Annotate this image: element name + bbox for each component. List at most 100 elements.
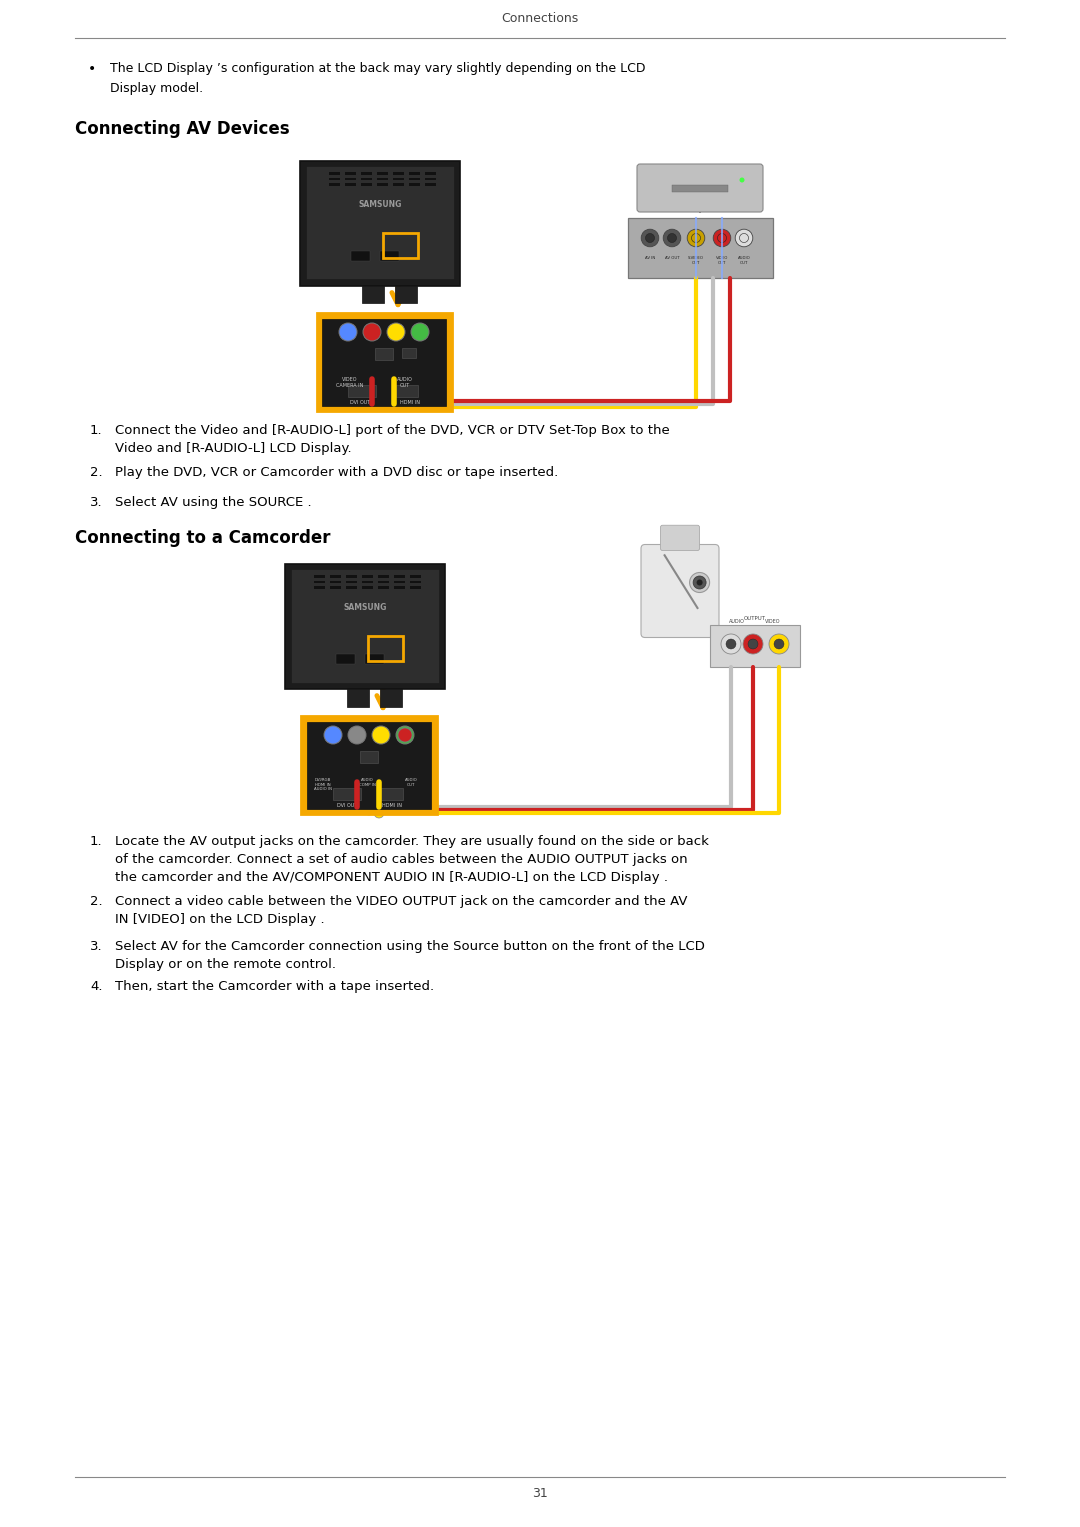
Circle shape [693,576,706,589]
Text: AUDIO
OUT: AUDIO OUT [405,777,417,786]
FancyBboxPatch shape [285,563,445,689]
Bar [402,348,416,357]
Bar [328,173,340,174]
Text: 1.: 1. [90,835,103,847]
Text: 1.: 1. [90,425,103,437]
Text: AV OUT: AV OUT [664,257,679,260]
Bar [409,173,420,174]
Bar [361,177,372,180]
Bar [394,586,405,588]
Circle shape [646,234,654,243]
Text: DVI OUT: DVI OUT [350,400,370,405]
Bar [396,385,418,397]
Circle shape [740,177,744,183]
Text: HDMI IN: HDMI IN [382,803,402,808]
Circle shape [721,634,741,654]
Bar [378,586,389,588]
Bar [394,580,405,583]
Bar [393,173,404,174]
Circle shape [663,229,680,247]
Text: 31: 31 [532,1487,548,1500]
Text: •: • [87,63,96,76]
Circle shape [740,234,748,243]
Bar [360,751,378,764]
Circle shape [324,725,342,744]
Text: 4.: 4. [90,980,103,993]
Bar [346,586,357,588]
Bar [346,576,357,577]
Circle shape [396,725,414,744]
Text: Connections: Connections [501,12,579,24]
Text: Locate the AV output jacks on the camcorder. They are usually found on the side : Locate the AV output jacks on the camcor… [114,835,708,884]
Circle shape [713,229,731,247]
FancyBboxPatch shape [637,163,762,212]
Text: AUDIO
COMP IN: AUDIO COMP IN [359,777,376,786]
FancyBboxPatch shape [301,716,436,814]
Bar [393,183,404,185]
Bar [333,788,361,800]
Text: Select AV for the Camcorder connection using the Source button on the front of t: Select AV for the Camcorder connection u… [114,941,705,971]
Bar [378,576,389,577]
FancyBboxPatch shape [661,525,700,551]
Circle shape [690,573,710,592]
Text: Play the DVD, VCR or Camcorder with a DVD disc or tape inserted.: Play the DVD, VCR or Camcorder with a DV… [114,466,558,479]
Text: Connect the Video and [R-AUDIO-L] port of the DVD, VCR or DTV Set-Top Box to the: Connect the Video and [R-AUDIO-L] port o… [114,425,670,455]
Text: 3.: 3. [90,941,103,953]
Bar [362,580,373,583]
Circle shape [726,638,735,649]
Bar [314,586,325,588]
Bar [380,250,400,261]
Text: AV IN: AV IN [645,257,656,260]
Circle shape [697,580,703,585]
Text: VIDEO: VIDEO [766,618,781,625]
Text: DVI/RGB
HDMI IN
AUDIO IN: DVI/RGB HDMI IN AUDIO IN [314,777,332,791]
Text: Select AV using the SOURCE .: Select AV using the SOURCE . [114,496,312,508]
Text: Connecting AV Devices: Connecting AV Devices [75,121,289,137]
Text: Connecting to a Camcorder: Connecting to a Camcorder [75,528,330,547]
Text: S-VIDEO
OUT: S-VIDEO OUT [688,257,704,264]
Circle shape [735,229,753,247]
Bar [365,654,384,664]
Text: AUDIO
OUT: AUDIO OUT [397,377,413,388]
FancyBboxPatch shape [347,689,369,707]
Bar [328,183,340,185]
Circle shape [363,324,381,341]
FancyBboxPatch shape [642,545,719,637]
Bar [361,173,372,174]
Bar [329,576,341,577]
FancyBboxPatch shape [362,286,384,304]
Circle shape [354,802,364,812]
Bar [336,654,355,664]
Circle shape [717,234,727,243]
Bar [362,586,373,588]
Bar [377,173,388,174]
Bar [393,177,404,180]
FancyBboxPatch shape [710,625,800,667]
FancyBboxPatch shape [316,313,451,411]
Circle shape [372,725,390,744]
Bar [377,177,388,180]
Circle shape [642,229,659,247]
FancyBboxPatch shape [627,218,772,278]
Text: SAMSUNG: SAMSUNG [343,603,387,612]
Text: SAMSUNG: SAMSUNG [359,200,402,209]
Circle shape [339,324,357,341]
Bar [351,250,370,261]
Bar [361,183,372,185]
FancyBboxPatch shape [380,689,402,707]
Bar [346,580,357,583]
Bar [424,183,436,185]
FancyBboxPatch shape [306,166,454,279]
Circle shape [348,725,366,744]
Text: 3.: 3. [90,496,103,508]
Bar [409,177,420,180]
Text: OUTPUT: OUTPUT [744,615,766,621]
Bar [345,173,356,174]
Bar [375,348,393,360]
Circle shape [374,808,384,818]
Text: The LCD Display ’s configuration at the back may vary slightly depending on the : The LCD Display ’s configuration at the … [110,63,646,75]
Bar [328,177,340,180]
FancyBboxPatch shape [300,160,460,286]
Circle shape [364,805,374,815]
Text: DVI OUT: DVI OUT [337,803,357,808]
